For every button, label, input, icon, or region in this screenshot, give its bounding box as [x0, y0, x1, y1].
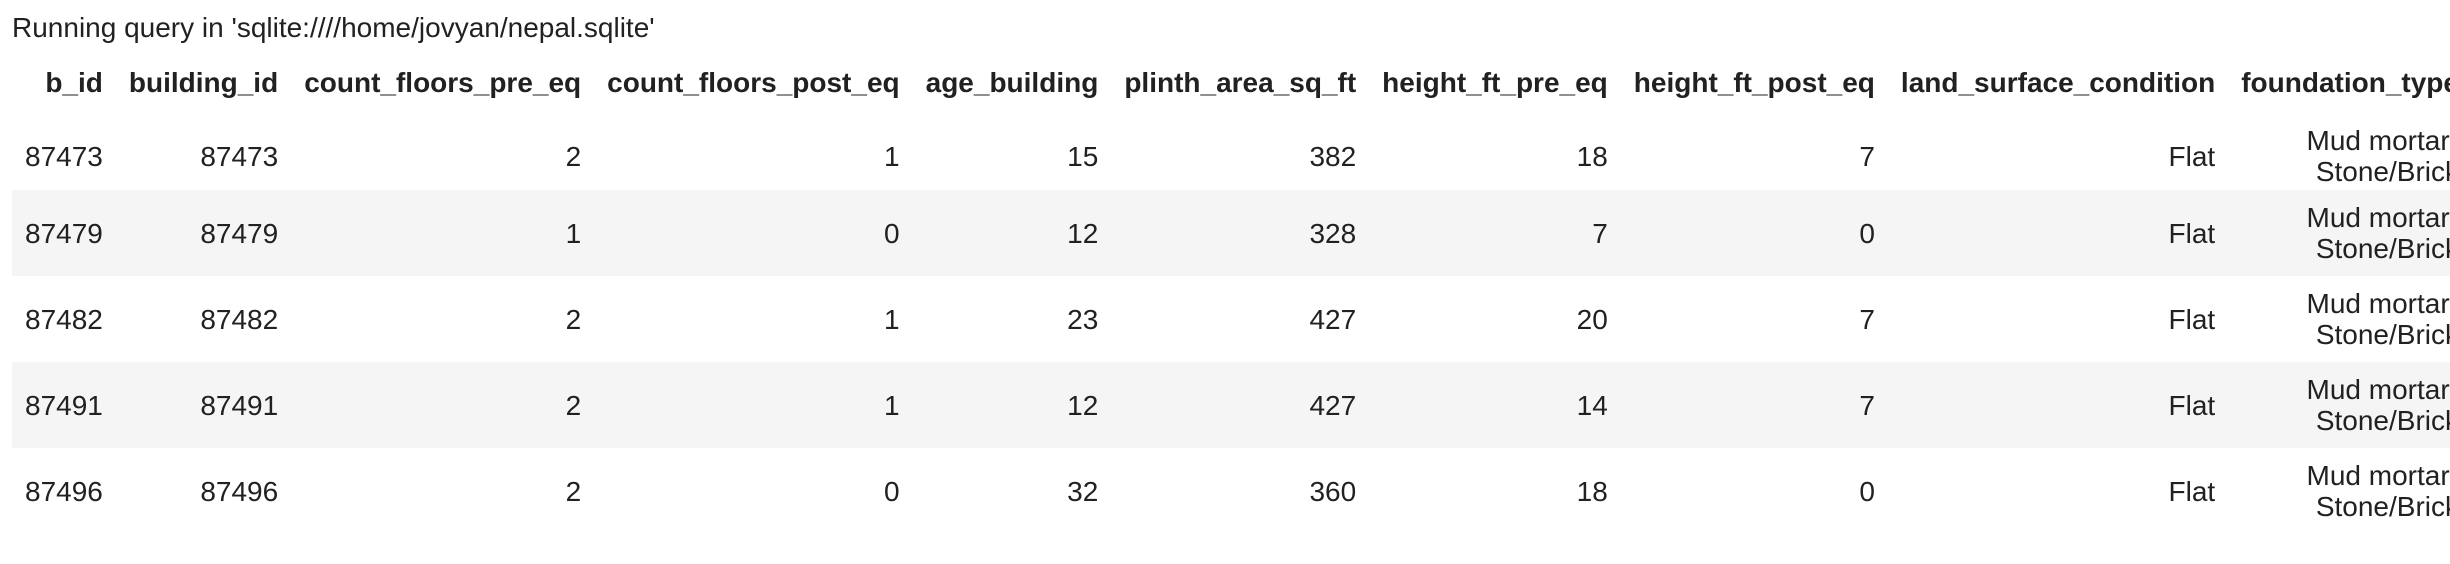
cell-land_surface_condition: Flat: [2168, 303, 2216, 335]
foundation-type-text: Mud mortar-Stone/Brick: [2306, 374, 2450, 436]
cell-height_ft_pre_eq: 18: [1576, 475, 1608, 507]
cell-count_floors_post_eq: 1: [884, 303, 900, 335]
cell-height_ft_pre_eq: 7: [1369, 190, 1621, 276]
cell-land_surface_condition: Flat: [1887, 190, 2229, 276]
table-row: 87473 87473 2 1 15 382 18 7 Flat Mud mor…: [12, 104, 2450, 190]
cell-foundation_type: Mud mortar-Stone/Brick: [2228, 276, 2450, 362]
table-row: 87496 87496 2 0 32 360 18 0 Flat Mud mor…: [12, 448, 2450, 534]
cell-height_ft_pre_eq: 14: [1369, 362, 1621, 448]
cell-b_id: 87473: [12, 104, 116, 190]
foundation-type-text: Mud mortar-Stone/Brick: [2306, 202, 2450, 264]
cell-height_ft_post_eq: 0: [1620, 190, 1888, 276]
cell-plinth_area_sq_ft: 427: [1111, 362, 1370, 448]
cell-b_id: 87479: [12, 190, 116, 276]
result-table: b_id building_id count_floors_pre_eq cou…: [12, 62, 2450, 534]
foundation-type-text: Mud mortar-Stone/Brick: [2306, 288, 2450, 350]
cell-foundation_type: Mud mortar-Stone/Brick: [2228, 448, 2450, 534]
column-header-age_building: age_building: [912, 62, 1112, 114]
column-header-plinth_area_sq_ft: plinth_area_sq_ft: [1111, 62, 1370, 114]
cell-age_building: 23: [1067, 303, 1099, 335]
cell-b_id: 87496: [25, 475, 103, 507]
cell-land_surface_condition: Flat: [1887, 104, 2229, 190]
cell-plinth_area_sq_ft: 328: [1111, 190, 1370, 276]
cell-count_floors_post_eq: 1: [594, 104, 913, 190]
cell-building_id: 87473: [115, 104, 292, 190]
cell-building_id: 87496: [200, 475, 279, 507]
cell-count_floors_pre_eq: 1: [291, 190, 595, 276]
query-status-text: Running query in 'sqlite:////home/jovyan…: [12, 12, 655, 43]
foundation-type-text: Mud mortar-Stone/Brick: [2306, 125, 2450, 187]
cell-height_ft_post_eq: 7: [1620, 104, 1888, 190]
cell-height_ft_pre_eq: 20: [1576, 303, 1608, 335]
table-body: 87473 87473 2 1 15 382 18 7 Flat Mud mor…: [12, 104, 2450, 534]
cell-b_id: 87482: [25, 303, 103, 335]
cell-b_id: 87491: [12, 362, 116, 448]
cell-count_floors_post_eq: 0: [884, 475, 900, 507]
table-row: 87482 87482 2 1 23 427 20 7 Flat Mud mor…: [12, 276, 2450, 362]
cell-foundation_type: Mud mortar-Stone/Brick: [2228, 104, 2450, 190]
column-header-b_id: b_id: [12, 62, 116, 114]
cell-foundation_type: Mud mortar-Stone/Brick: [2228, 362, 2450, 448]
cell-building_id: 87491: [115, 362, 292, 448]
column-header-height_ft_post_eq: height_ft_post_eq: [1620, 62, 1888, 114]
cell-count_floors_post_eq: 0: [594, 190, 913, 276]
cell-age_building: 12: [912, 362, 1112, 448]
cell-plinth_area_sq_ft: 427: [1309, 303, 1357, 335]
cell-count_floors_pre_eq: 2: [565, 303, 582, 335]
foundation-type-text: Mud mortar-Stone/Brick: [2306, 460, 2450, 522]
table-row: 87479 87479 1 0 12 328 7 0 Flat Mud mort…: [12, 190, 2450, 276]
cell-plinth_area_sq_ft: 360: [1309, 475, 1357, 507]
cell-height_ft_post_eq: 7: [1620, 362, 1888, 448]
cell-land_surface_condition: Flat: [2168, 475, 2216, 507]
cell-age_building: 12: [912, 190, 1112, 276]
cell-count_floors_pre_eq: 2: [565, 475, 582, 507]
cell-land_surface_condition: Flat: [1887, 362, 2229, 448]
column-header-building_id: building_id: [115, 62, 292, 114]
cell-height_ft_pre_eq: 18: [1369, 104, 1621, 190]
table-row: 87491 87491 2 1 12 427 14 7 Flat Mud mor…: [12, 362, 2450, 448]
cell-age_building: 32: [1067, 475, 1099, 507]
cell-age_building: 15: [912, 104, 1112, 190]
cell-building_id: 87482: [200, 303, 279, 335]
cell-count_floors_pre_eq: 2: [291, 362, 595, 448]
column-header-foundation_type: foundation_type: [2228, 62, 2450, 114]
cell-count_floors_pre_eq: 2: [291, 104, 595, 190]
cell-plinth_area_sq_ft: 382: [1111, 104, 1370, 190]
column-header-count_floors_post_eq: count_floors_post_eq: [594, 62, 913, 114]
cell-foundation_type: Mud mortar-Stone/Brick: [2228, 190, 2450, 276]
cell-building_id: 87479: [115, 190, 292, 276]
column-header-height_ft_pre_eq: height_ft_pre_eq: [1369, 62, 1621, 114]
cell-count_floors_post_eq: 1: [594, 362, 913, 448]
table-header: b_id building_id count_floors_pre_eq cou…: [12, 62, 2450, 114]
cell-height_ft_post_eq: 0: [1859, 475, 1875, 507]
cell-height_ft_post_eq: 7: [1859, 303, 1875, 335]
column-header-land_surface_condition: land_surface_condition: [1887, 62, 2229, 114]
header-row: b_id building_id count_floors_pre_eq cou…: [12, 62, 2450, 114]
column-header-count_floors_pre_eq: count_floors_pre_eq: [291, 62, 595, 114]
